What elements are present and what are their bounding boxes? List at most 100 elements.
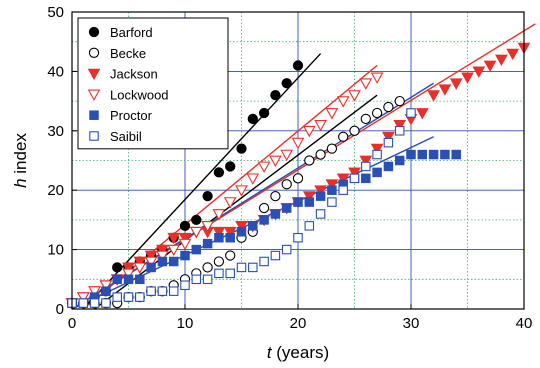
data-point-saibil — [89, 298, 100, 308]
data-point-proctor — [406, 149, 416, 160]
data-point-lockwood — [178, 238, 192, 251]
data-point-proctor — [112, 274, 122, 285]
data-point-saibil — [146, 286, 156, 296]
data-point-barford — [236, 143, 247, 154]
data-point-proctor — [293, 197, 303, 207]
x-axis-label-italic: t — [267, 343, 273, 362]
data-point-jackson — [438, 84, 452, 96]
data-point-jackson — [178, 232, 192, 245]
data-point-barford — [191, 214, 202, 226]
data-point-lockwood — [156, 250, 169, 263]
data-point-proctor — [361, 173, 371, 184]
data-point-jackson — [359, 155, 373, 168]
data-point-becke — [394, 95, 405, 107]
data-point-barford — [270, 90, 281, 101]
data-point-saibil — [236, 262, 247, 273]
data-point-saibil — [78, 298, 89, 308]
legend: Barford Becke Jackson Lockwood Proctor Saibil — [77, 17, 229, 150]
data-point-barford — [258, 107, 270, 119]
data-point-proctor — [315, 191, 326, 201]
data-point-saibil — [304, 221, 315, 231]
legend-label-lockwood: Lockwood — [110, 87, 169, 102]
data-point-jackson — [348, 167, 361, 179]
y-tick-label: 0 — [56, 301, 64, 318]
data-point-becke — [225, 250, 236, 261]
data-point-lockwood — [370, 72, 384, 84]
data-point-becke — [258, 202, 270, 214]
data-point-jackson — [461, 72, 474, 84]
data-point-jackson — [427, 90, 440, 102]
data-point-saibil — [225, 268, 235, 279]
data-point-saibil — [135, 292, 145, 302]
data-point-proctor — [281, 203, 292, 213]
data-point-jackson — [382, 131, 395, 144]
data-point-lockwood — [269, 155, 282, 168]
x-tick-label: 20 — [290, 315, 307, 332]
data-point-jackson — [235, 220, 248, 233]
series-proctor — [67, 149, 461, 308]
data-point-proctor — [372, 167, 382, 178]
data-point-jackson — [133, 256, 147, 269]
data-point-lockwood — [235, 185, 248, 197]
data-point-lockwood — [223, 197, 237, 209]
data-point-proctor — [135, 274, 145, 285]
data-point-proctor — [202, 238, 213, 249]
data-point-becke — [338, 131, 349, 142]
data-point-becke — [202, 262, 213, 273]
data-point-saibil — [101, 298, 111, 308]
data-point-lockwood — [144, 256, 158, 269]
y-axis-label-italic: h — [11, 178, 30, 187]
data-point-proctor — [259, 215, 269, 225]
data-point-barford — [213, 167, 225, 178]
data-point-jackson — [144, 250, 158, 263]
y-tick-label: 50 — [47, 4, 64, 21]
data-point-proctor — [394, 155, 405, 166]
legend-label-proctor: Proctor — [110, 108, 153, 123]
data-point-lockwood — [348, 90, 361, 102]
data-point-becke — [383, 101, 394, 113]
data-point-lockwood — [257, 161, 271, 173]
fit-line-becke — [94, 94, 378, 310]
data-point-barford — [225, 161, 236, 172]
x-tick-label: 40 — [516, 315, 533, 332]
data-point-proctor — [101, 286, 111, 296]
data-point-proctor — [270, 209, 281, 219]
data-point-saibil — [361, 161, 371, 172]
x-axis-label: t (years) — [267, 343, 329, 362]
data-point-becke — [213, 256, 225, 267]
data-point-barford — [179, 220, 191, 231]
data-point-saibil — [180, 280, 190, 290]
data-point-proctor — [383, 161, 394, 172]
data-point-saibil — [349, 173, 360, 184]
data-point-becke — [349, 125, 360, 136]
series-saibil — [67, 108, 416, 308]
data-point-lockwood — [99, 280, 113, 292]
legend-marker-barford — [88, 26, 100, 38]
data-point-proctor — [157, 256, 168, 267]
legend-marker-proctor — [89, 110, 99, 120]
data-point-jackson — [393, 119, 407, 132]
data-point-proctor — [168, 256, 179, 267]
data-point-lockwood — [212, 209, 226, 221]
y-tick-label: 20 — [47, 182, 64, 199]
data-point-lockwood — [88, 286, 101, 298]
data-point-becke — [326, 143, 338, 154]
data-point-saibil — [259, 256, 269, 267]
data-point-saibil — [112, 292, 122, 302]
data-point-saibil — [293, 232, 303, 243]
data-point-jackson — [223, 226, 237, 239]
data-point-proctor — [440, 149, 450, 160]
data-point-jackson — [212, 226, 226, 239]
data-point-lockwood — [167, 244, 181, 257]
data-point-saibil — [202, 274, 213, 285]
y-tick-label: 10 — [47, 242, 64, 259]
data-point-proctor — [236, 227, 247, 237]
data-point-saibil — [191, 274, 202, 285]
data-point-jackson — [415, 108, 429, 120]
x-tick-label: 0 — [68, 315, 76, 332]
data-point-lockwood — [133, 262, 147, 274]
data-point-jackson — [325, 179, 339, 191]
data-point-saibil — [327, 197, 337, 207]
data-point-proctor — [146, 262, 156, 273]
